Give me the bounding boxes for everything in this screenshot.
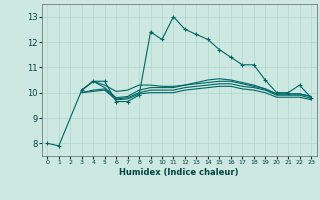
X-axis label: Humidex (Indice chaleur): Humidex (Indice chaleur) — [119, 168, 239, 177]
